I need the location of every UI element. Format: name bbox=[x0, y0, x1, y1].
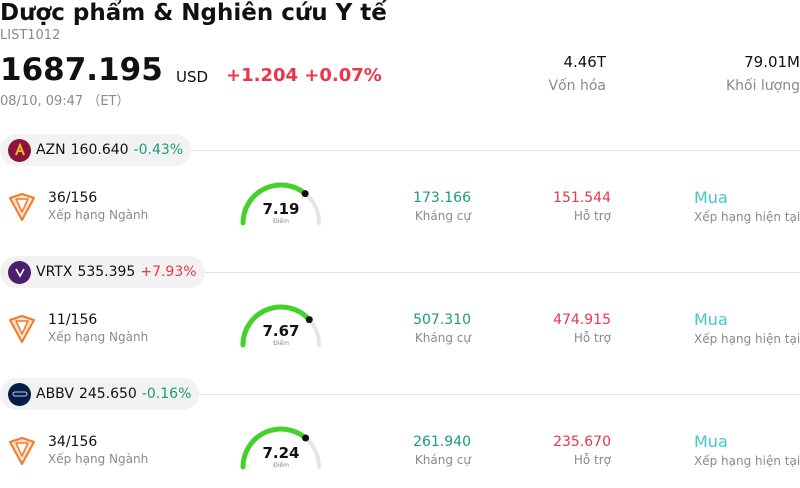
stock-price: 535.395 bbox=[77, 264, 136, 280]
rating-value: Mua bbox=[694, 310, 728, 329]
support-label: Hỗ trợ bbox=[573, 453, 611, 467]
index-price: 1687.195 bbox=[0, 52, 163, 88]
resistance-label: Kháng cự bbox=[414, 453, 471, 467]
score-label: Điểm bbox=[273, 462, 289, 469]
stock-change: -0.16% bbox=[141, 386, 192, 402]
support-value: 235.670 bbox=[553, 434, 611, 450]
industry-rank-label: Xếp hạng Ngành bbox=[48, 330, 149, 344]
score-gauge bbox=[240, 182, 321, 226]
divider bbox=[0, 394, 800, 395]
gauge-marker bbox=[301, 190, 309, 198]
timestamp: 08/10, 09:47 （ET） bbox=[0, 94, 130, 109]
rating-label: Xếp hạng hiện tại bbox=[694, 454, 800, 468]
rating-value: Mua bbox=[694, 432, 728, 451]
astrazeneca-logo-icon bbox=[8, 138, 31, 162]
volume-label: Khối lượng bbox=[725, 78, 800, 94]
gauge-marker bbox=[305, 316, 313, 324]
divider bbox=[0, 150, 800, 151]
stock-card[interactable]: ABBV 245.650 -0.16% 34/156 Xếp hạng Ngàn… bbox=[0, 378, 800, 488]
industry-rank-icon bbox=[9, 437, 35, 465]
stock-chip[interactable]: VRTX 535.395 +7.93% bbox=[0, 256, 205, 288]
score-value: 7.24 bbox=[262, 444, 300, 462]
industry-rank-icon bbox=[9, 193, 35, 221]
resistance-value: 507.310 bbox=[413, 312, 471, 328]
volume-value: 79.01M bbox=[744, 53, 800, 71]
industry-rank: 34/156 bbox=[48, 434, 98, 450]
stock-card[interactable]: VRTX 535.395 +7.93% 11/156 Xếp hạng Ngàn… bbox=[0, 256, 800, 378]
gauge-fill bbox=[240, 426, 309, 470]
rating-label: Xếp hạng hiện tại bbox=[694, 332, 800, 346]
divider bbox=[0, 272, 800, 273]
market-cap-label: Vốn hóa bbox=[548, 78, 606, 94]
support-value: 151.544 bbox=[553, 190, 611, 206]
industry-rank-label: Xếp hạng Ngành bbox=[48, 208, 149, 222]
resistance-label: Kháng cự bbox=[414, 331, 471, 345]
support-value: 474.915 bbox=[553, 312, 611, 328]
market-cap-value: 4.46T bbox=[563, 53, 606, 71]
rating-label: Xếp hạng hiện tại bbox=[694, 210, 800, 224]
stock-chip[interactable]: ABBV 245.650 -0.16% bbox=[0, 378, 200, 410]
stock-symbol: AZN bbox=[36, 142, 66, 158]
support-label: Hỗ trợ bbox=[573, 331, 611, 345]
vertex-logo-icon bbox=[8, 260, 31, 284]
industry-rank-label: Xếp hạng Ngành bbox=[48, 452, 149, 466]
stock-change: +7.93% bbox=[140, 264, 197, 280]
score-value: 7.67 bbox=[262, 322, 300, 340]
support-label: Hỗ trợ bbox=[573, 209, 611, 223]
stock-price: 245.650 bbox=[78, 386, 137, 402]
resistance-value: 173.166 bbox=[413, 190, 471, 206]
rating-value: Mua bbox=[694, 188, 728, 207]
list-code: LIST1012 bbox=[0, 28, 61, 43]
stock-symbol: ABBV bbox=[36, 386, 74, 402]
industry-rank: 36/156 bbox=[48, 190, 98, 206]
score-gauge bbox=[240, 304, 321, 348]
currency-label: USD bbox=[176, 68, 209, 86]
industry-rank-icon bbox=[9, 315, 35, 343]
stock-price: 160.640 bbox=[70, 142, 129, 158]
industry-rank: 11/156 bbox=[48, 312, 98, 328]
resistance-label: Kháng cự bbox=[414, 209, 471, 223]
gauge-fill bbox=[240, 304, 312, 348]
index-change: +1.204 +0.07% bbox=[226, 65, 382, 86]
abbvie-logo-icon bbox=[8, 382, 31, 406]
page-title: Dược phẩm & Nghiên cứu Y tế bbox=[0, 0, 387, 26]
resistance-value: 261.940 bbox=[413, 434, 471, 450]
gauge-fill bbox=[240, 182, 308, 226]
stock-chip[interactable]: AZN 160.640 -0.43% bbox=[0, 134, 192, 166]
stock-card[interactable]: AZN 160.640 -0.43% 36/156 Xếp hạng Ngành… bbox=[0, 134, 800, 256]
stock-change: -0.43% bbox=[133, 142, 184, 158]
score-label: Điểm bbox=[273, 340, 289, 347]
gauge-marker bbox=[302, 434, 310, 442]
score-gauge bbox=[240, 426, 321, 470]
stock-symbol: VRTX bbox=[36, 264, 73, 280]
score-label: Điểm bbox=[273, 218, 289, 225]
score-value: 7.19 bbox=[262, 200, 300, 218]
